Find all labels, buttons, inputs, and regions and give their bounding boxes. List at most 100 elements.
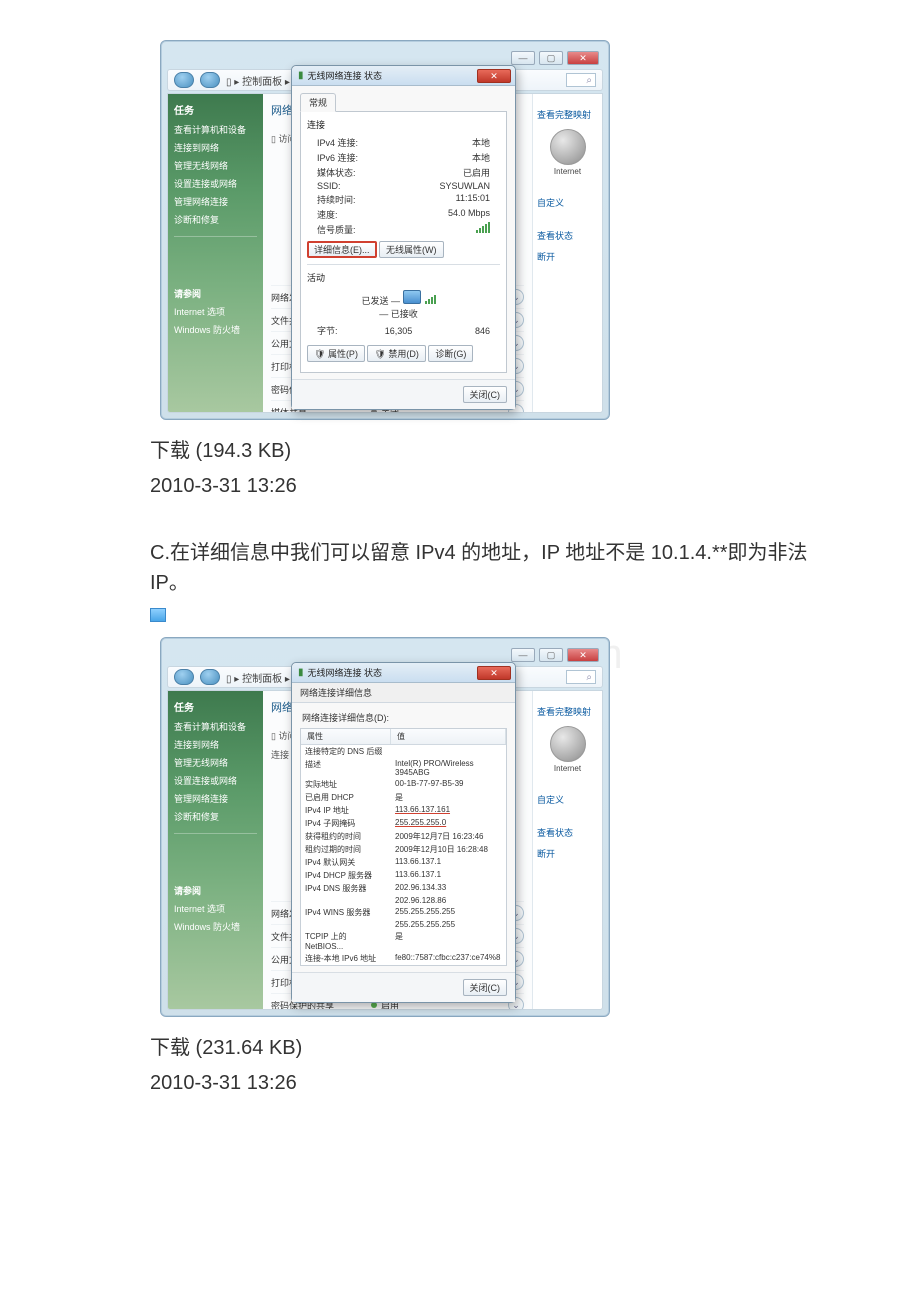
download-caption: 下载 (231.64 KB) [150, 1031, 820, 1060]
right-link[interactable]: 自定义 [537, 793, 598, 806]
dialog-close-button[interactable]: ✕ [477, 666, 511, 680]
disable-button[interactable]: 🛡 禁用(D) [367, 345, 425, 362]
table-row: 描述Intel(R) PRO/Wireless 3945ABG [301, 758, 506, 778]
internet-label: Internet [537, 167, 598, 176]
sidebar-footer-item[interactable]: Windows 防火墙 [174, 323, 257, 336]
internet-globe-icon [550, 726, 586, 762]
kv-row: IPv6 连接:本地 [307, 150, 500, 165]
sub-label: 连接 [271, 750, 289, 760]
sidebar-footer-item[interactable]: Windows 防火墙 [174, 920, 257, 933]
table-row: 255.255.255.255 [301, 919, 506, 930]
table-row: IPv4 子网掩码255.255.255.0 [301, 817, 506, 830]
table-row: 实际地址00-1B-77-97-B5-39 [301, 778, 506, 791]
sidebar-item[interactable]: 查看计算机和设备 [174, 720, 257, 733]
sidebar-item[interactable]: 连接到网络 [174, 738, 257, 751]
sidebar-item[interactable]: 管理网络连接 [174, 792, 257, 805]
list-label: 网络连接详细信息(D): [302, 711, 507, 724]
sidebar-footer-item[interactable]: Internet 选项 [174, 305, 257, 318]
maximize-button[interactable]: ▢ [539, 648, 563, 662]
dialog-titlebar: ▮ 无线网络连接 状态 ✕ [292, 66, 515, 86]
close-button[interactable]: ✕ [567, 51, 599, 65]
sidebar-item[interactable]: 诊断和修复 [174, 213, 257, 226]
maximize-button[interactable]: ▢ [539, 51, 563, 65]
right-link[interactable]: 断开 [537, 250, 598, 263]
sidebar-footer-header: 请参阅 [174, 287, 257, 300]
sidebar-item[interactable]: 设置连接或网络 [174, 774, 257, 787]
sidebar-item[interactable]: 管理网络连接 [174, 195, 257, 208]
col-val: 值 [391, 729, 506, 744]
wireless-props-button[interactable]: 无线属性(W) [379, 241, 444, 258]
kv-row: 速度:54.0 Mbps [307, 207, 500, 222]
back-button[interactable] [174, 72, 194, 88]
figure-2: — ▢ ✕ ▯ ▸ 控制面板 ▸ 网络和共享中 ⌕ 任务 查看计算机和设备 连接… [150, 637, 820, 1095]
dialog-close-button[interactable]: ✕ [477, 69, 511, 83]
internet-label: Internet [537, 764, 598, 773]
status-dialog: ▮ 无线网络连接 状态 ✕ 常规 连接 IPv4 连接:本地 IPv6 连接:本… [291, 65, 516, 410]
section-title: 连接 [307, 118, 500, 131]
kv-row: 持续时间:11:15:01 [307, 192, 500, 207]
sidebar-header: 任务 [174, 102, 257, 117]
sidebar-item[interactable]: 连接到网络 [174, 141, 257, 154]
diagnose-button[interactable]: 诊断(G) [428, 345, 473, 362]
sidebar-item[interactable]: 管理无线网络 [174, 756, 257, 769]
details-button[interactable]: 详细信息(E)... [307, 241, 377, 258]
table-row: IPv4 默认网关113.66.137.1 [301, 856, 506, 869]
right-link[interactable]: 查看完整映射 [537, 705, 598, 718]
sidebar-item[interactable]: 管理无线网络 [174, 159, 257, 172]
table-row: 获得租约的时间2009年12月7日 16:23:46 [301, 830, 506, 843]
close-button[interactable]: 关闭(C) [463, 979, 508, 996]
table-header: 属性 值 [301, 729, 506, 745]
table-row: TCPIP 上的 NetBIOS...是 [301, 930, 506, 952]
back-button[interactable] [174, 669, 194, 685]
forward-button[interactable] [200, 669, 220, 685]
table-row: 连接特定的 DNS 后缀 [301, 745, 506, 758]
table-row: 连接-本地 IPv6 地址fe80::7587:cfbc:c237:ce74%8 [301, 952, 506, 965]
table-row: 租约过期的时间2009年12月10日 16:28:48 [301, 843, 506, 856]
search-input[interactable]: ⌕ [566, 73, 596, 87]
dialog-title: 无线网络连接 状态 [308, 69, 383, 82]
kv-row: IPv4 连接:本地 [307, 135, 500, 150]
timestamp-caption: 2010-3-31 13:26 [150, 1072, 820, 1095]
image-placeholder-icon [150, 608, 166, 622]
download-caption: 下载 (194.3 KB) [150, 434, 820, 463]
section-title: 活动 [307, 271, 500, 284]
properties-button[interactable]: 🛡 属性(P) [307, 345, 365, 362]
sidebar-item[interactable]: 诊断和修复 [174, 810, 257, 823]
forward-button[interactable] [200, 72, 220, 88]
table-row: 202.96.128.86 [301, 895, 506, 906]
sidebar-item[interactable]: 查看计算机和设备 [174, 123, 257, 136]
dialog-titlebar: ▮ 无线网络连接 状态 ✕ [292, 663, 515, 683]
internet-globe-icon [550, 129, 586, 165]
table-row: IPv4 DNS 服务器202.96.134.33 [301, 882, 506, 895]
pc-icon [403, 290, 421, 304]
right-panel: 查看完整映射 Internet 自定义 查看状态 断开 [532, 691, 602, 1009]
search-input[interactable]: ⌕ [566, 670, 596, 684]
vista-window: — ▢ ✕ ▯ ▸ 控制面板 ▸ 网络和共享中 ⌕ 任务 查看计算机和设备 连接… [160, 637, 610, 1017]
close-button[interactable]: ✕ [567, 648, 599, 662]
minimize-button[interactable]: — [511, 51, 535, 65]
activity-header: 已发送 — — 已接收 [307, 288, 500, 322]
table-row: 已启用 DHCP是 [301, 791, 506, 804]
timestamp-caption: 2010-3-31 13:26 [150, 475, 820, 498]
right-link[interactable]: 查看状态 [537, 826, 598, 839]
table-row: IPv4 IP 地址113.66.137.161 [301, 804, 506, 817]
details-dialog: ▮ 无线网络连接 状态 ✕ 网络连接详细信息 网络连接详细信息(D): 属性 值… [291, 662, 516, 1003]
minimize-button[interactable]: — [511, 648, 535, 662]
sidebar-item[interactable]: 设置连接或网络 [174, 177, 257, 190]
signal-icon: ▮ [298, 667, 304, 678]
details-table: 属性 值 连接特定的 DNS 后缀描述Intel(R) PRO/Wireless… [300, 728, 507, 966]
right-link[interactable]: 断开 [537, 847, 598, 860]
col-prop: 属性 [301, 729, 391, 744]
figure-1: — ▢ ✕ ▯ ▸ 控制面板 ▸ 网络和共享中 ⌕ 任务 查看计算机和设备 连接… [150, 40, 820, 498]
right-link[interactable]: 查看完整映射 [537, 108, 598, 121]
tab-general[interactable]: 常规 [300, 93, 336, 112]
signal-bars-icon [476, 223, 490, 233]
activity-bytes: 字节: 16,305 846 [307, 322, 500, 339]
right-link[interactable]: 查看状态 [537, 229, 598, 242]
sidebar-footer-header: 请参阅 [174, 884, 257, 897]
close-button[interactable]: 关闭(C) [463, 386, 508, 403]
right-link[interactable]: 自定义 [537, 196, 598, 209]
sidebar-footer-item[interactable]: Internet 选项 [174, 902, 257, 915]
table-row: IPv4 DHCP 服务器113.66.137.1 [301, 869, 506, 882]
signal-icon: ▮ [298, 70, 304, 81]
